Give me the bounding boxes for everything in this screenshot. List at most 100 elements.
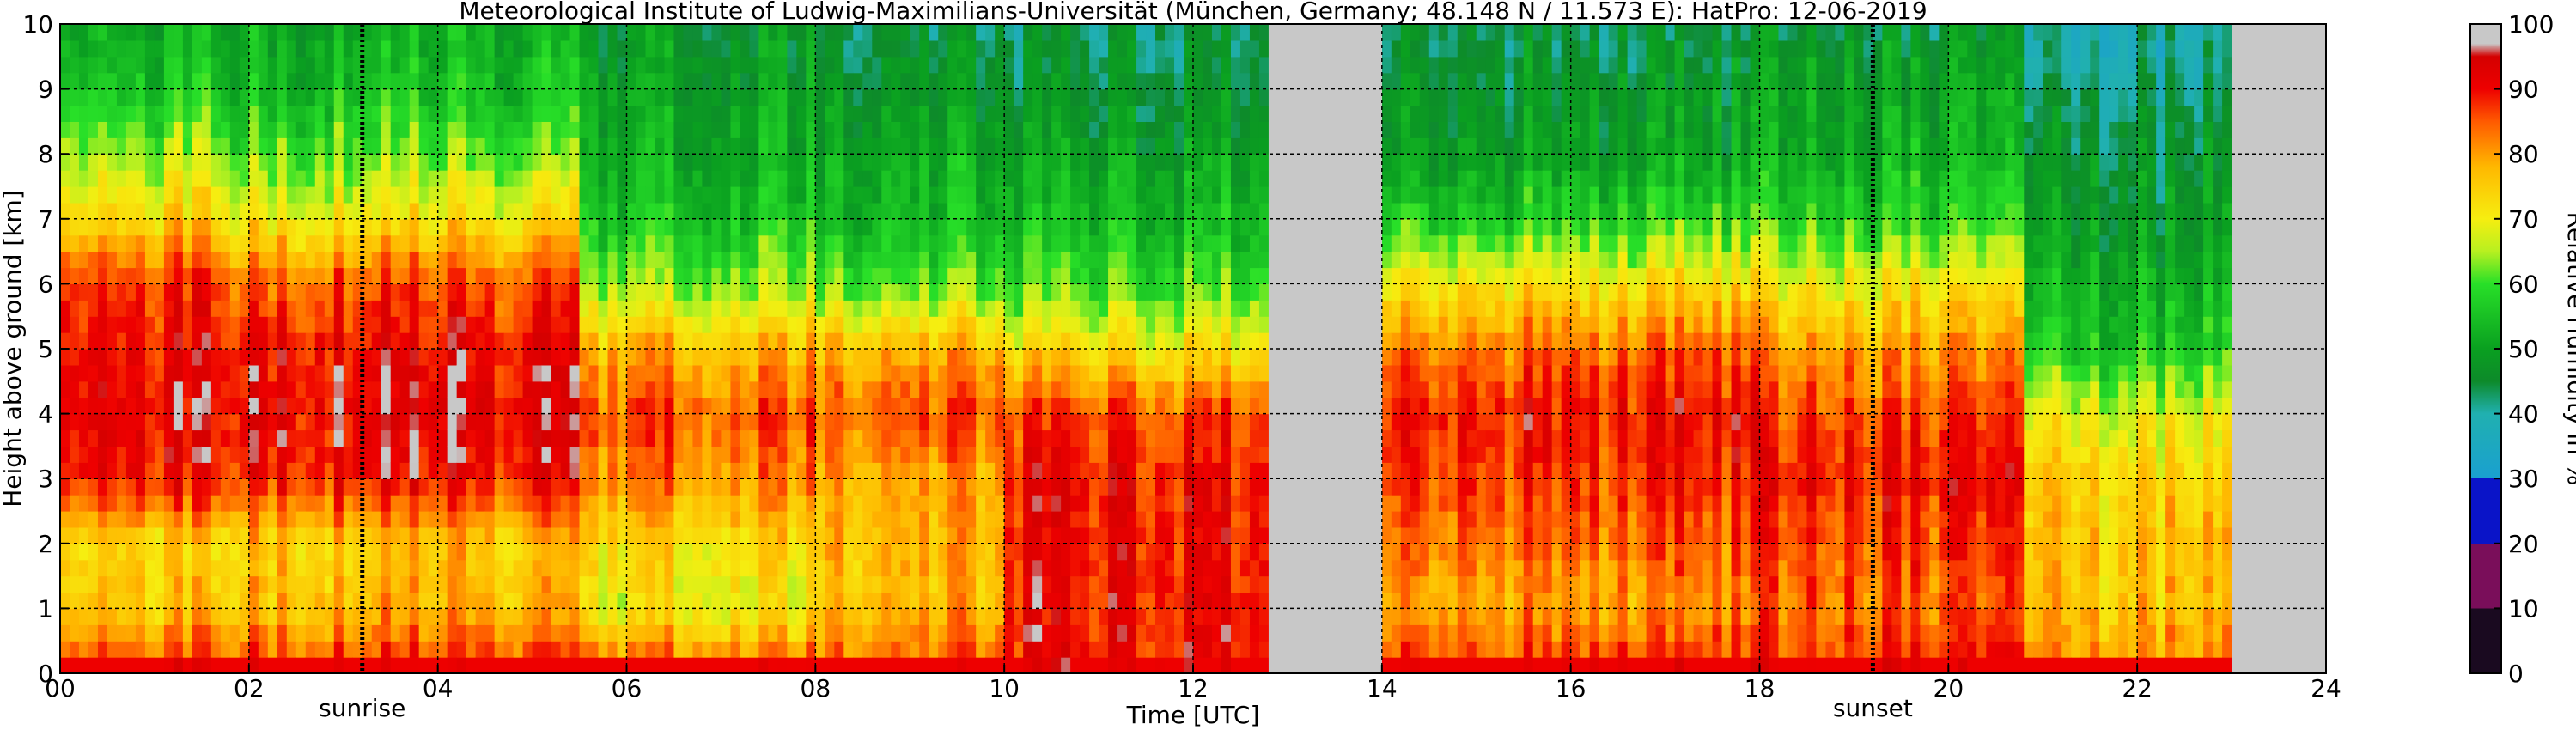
heatmap-cell [69,397,80,415]
heatmap-cell [938,657,948,674]
heatmap-cell [1032,413,1043,431]
heatmap-cell [381,105,392,122]
heatmap-cell [588,462,600,479]
heatmap-cell [428,575,439,593]
heatmap-cell [1051,657,1062,674]
heatmap-cell [1184,429,1194,447]
heatmap-cell [541,105,552,122]
heatmap-cell [740,429,750,447]
heatmap-cell [1051,495,1062,512]
heatmap-cell [929,218,939,236]
heatmap-cell [333,300,344,317]
heatmap-cell [598,40,609,58]
heatmap-cell [1089,218,1099,236]
heatmap-cell [484,121,496,138]
heatmap-cell [409,88,420,106]
heatmap-cell [305,72,316,90]
heatmap-cell [655,121,666,138]
heatmap-cell [1014,364,1024,382]
heatmap-cell [220,641,231,658]
heatmap-cell [768,24,778,41]
heatmap-cell [569,349,581,366]
heatmap-cell [626,364,637,382]
heatmap-cell [314,364,326,382]
heatmap-cell [947,397,958,415]
heatmap-cell [239,56,250,74]
heatmap-cell [466,364,477,382]
heatmap-cell [1221,446,1232,463]
heatmap-cell [569,283,581,301]
heatmap-cell [929,283,939,301]
heatmap-cell [758,202,769,220]
heatmap-cell [777,349,788,366]
heatmap-cell [494,56,505,74]
heatmap-cell [286,88,297,106]
heatmap-cell [201,364,212,382]
heatmap-cell [78,495,89,512]
heatmap-cell [721,413,732,431]
heatmap-cell [286,234,297,252]
heatmap-cell [796,397,807,415]
heatmap-cell [626,559,637,577]
heatmap-cell [985,283,996,301]
heatmap-cell [730,380,740,398]
heatmap-cell [1127,170,1137,187]
heatmap-cell [957,121,967,138]
heatmap-cell [919,592,929,609]
heatmap-cell [947,121,958,138]
heatmap-cell [919,56,929,74]
heatmap-cell [768,526,778,544]
heatmap-cell [324,88,335,106]
heatmap-cell [938,624,948,642]
heatmap-cell [1155,316,1166,333]
heatmap-cell [1070,154,1081,171]
heatmap-cell [711,40,722,58]
heatmap-cell [1070,349,1081,366]
heatmap-cell [721,462,732,479]
heatmap-cell [910,608,920,625]
heatmap-cell [588,105,600,122]
heatmap-cell [513,413,524,431]
heatmap-cell [428,72,439,90]
heatmap-cell [985,202,996,220]
heatmap-cell [1155,40,1166,58]
heatmap-cell [210,429,222,447]
heatmap-cell [1042,543,1052,561]
heatmap-cell [579,234,590,252]
heatmap-cell [513,56,524,74]
heatmap-cell [626,446,637,463]
heatmap-cell [371,170,382,187]
heatmap-cell [1014,462,1024,479]
heatmap-cell [154,24,165,41]
heatmap-cell [144,88,155,106]
heatmap-cell [513,332,524,350]
heatmap-cell [1099,154,1109,171]
heatmap-cell [466,300,477,317]
heatmap-cell [1023,495,1033,512]
heatmap-cell [277,413,288,431]
heatmap-cell [1230,641,1241,658]
heatmap-cell [1211,186,1222,204]
heatmap-cell [513,105,524,122]
heatmap-cell [1202,154,1213,171]
heatmap-cell [97,397,108,415]
heatmap-cell [1184,121,1194,138]
heatmap-cell [1165,202,1175,220]
heatmap-cell [569,511,581,528]
heatmap-cell [295,624,307,642]
heatmap-cell [182,575,193,593]
heatmap-cell [702,364,713,382]
heatmap-cell [598,429,609,447]
heatmap-cell [919,72,929,90]
heatmap-cell [1193,462,1203,479]
heatmap-cell [929,511,939,528]
heatmap-cell [957,72,967,90]
heatmap-cell [1099,40,1109,58]
heatmap-cell [1117,624,1128,642]
heatmap-cell [352,446,363,463]
heatmap-cell [229,332,241,350]
heatmap-cell [777,202,788,220]
heatmap-cell [1117,462,1128,479]
heatmap-cell [343,218,354,236]
heatmap-cell [135,526,146,544]
